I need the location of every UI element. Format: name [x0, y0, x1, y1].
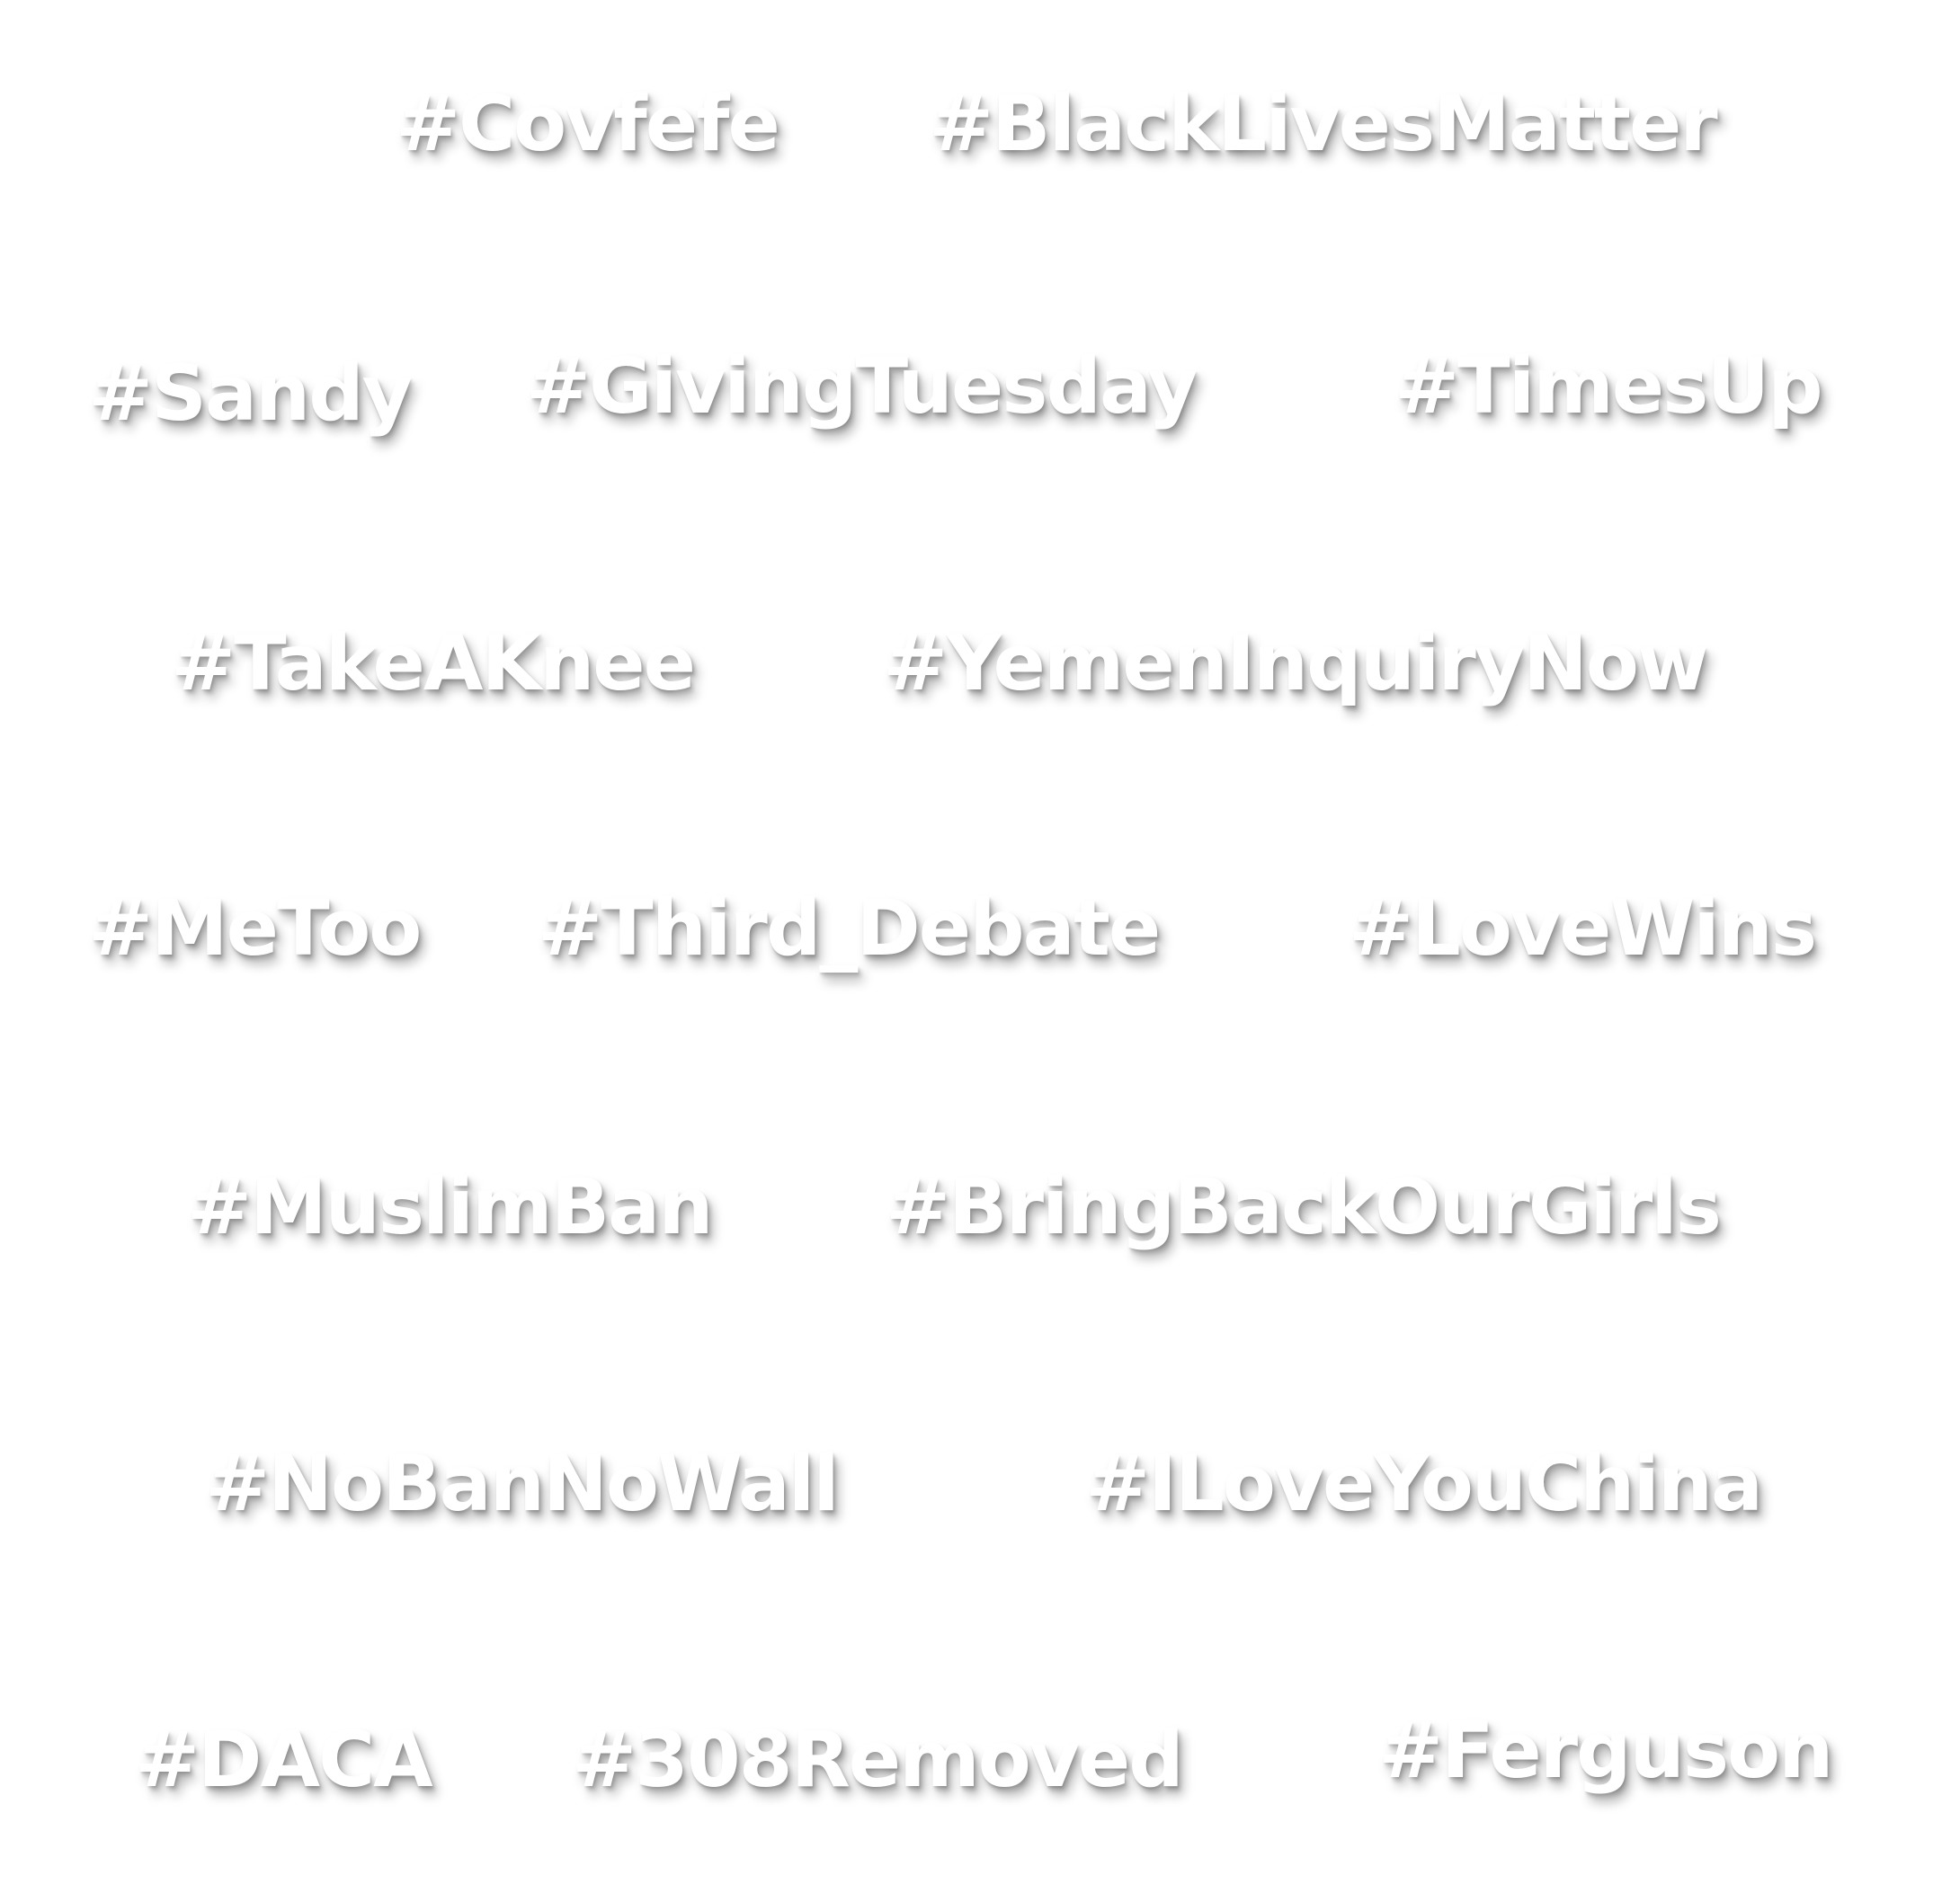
hashtag-covfefe: #Covfefe — [396, 79, 780, 169]
hashtag-third-debate: #Third_Debate — [538, 884, 1161, 973]
hashtag-takeaknee: #TakeAKnee — [171, 618, 696, 708]
hashtag-daca: #DACA — [135, 1715, 433, 1805]
hashtag-iloveyouchina: #ILoveYouChina — [1085, 1439, 1763, 1529]
hashtag-lovewins: #LoveWins — [1349, 884, 1817, 973]
hashtag-muslimban: #MuslimBan — [187, 1162, 713, 1252]
hashtag-metoo: #MeToo — [88, 884, 422, 973]
hashtag-nobannowall: #NoBanNoWall — [205, 1439, 840, 1529]
hashtag-bringbackourgirls: #BringBackOurGirls — [886, 1162, 1722, 1252]
hashtag-timesup: #TimesUp — [1394, 342, 1823, 431]
hashtag-sandy: #Sandy — [88, 349, 413, 439]
hashtag-ferguson: #Ferguson — [1378, 1706, 1833, 1796]
hashtag-yemeninquirynow: #YemenInquiryNow — [883, 618, 1708, 708]
hashtag-givingtuesday: #GivingTuesday — [526, 342, 1198, 431]
hashtag-308removed: #308Removed — [572, 1715, 1184, 1805]
hashtag-blacklivesmatter: #BlackLivesMatter — [929, 79, 1718, 169]
